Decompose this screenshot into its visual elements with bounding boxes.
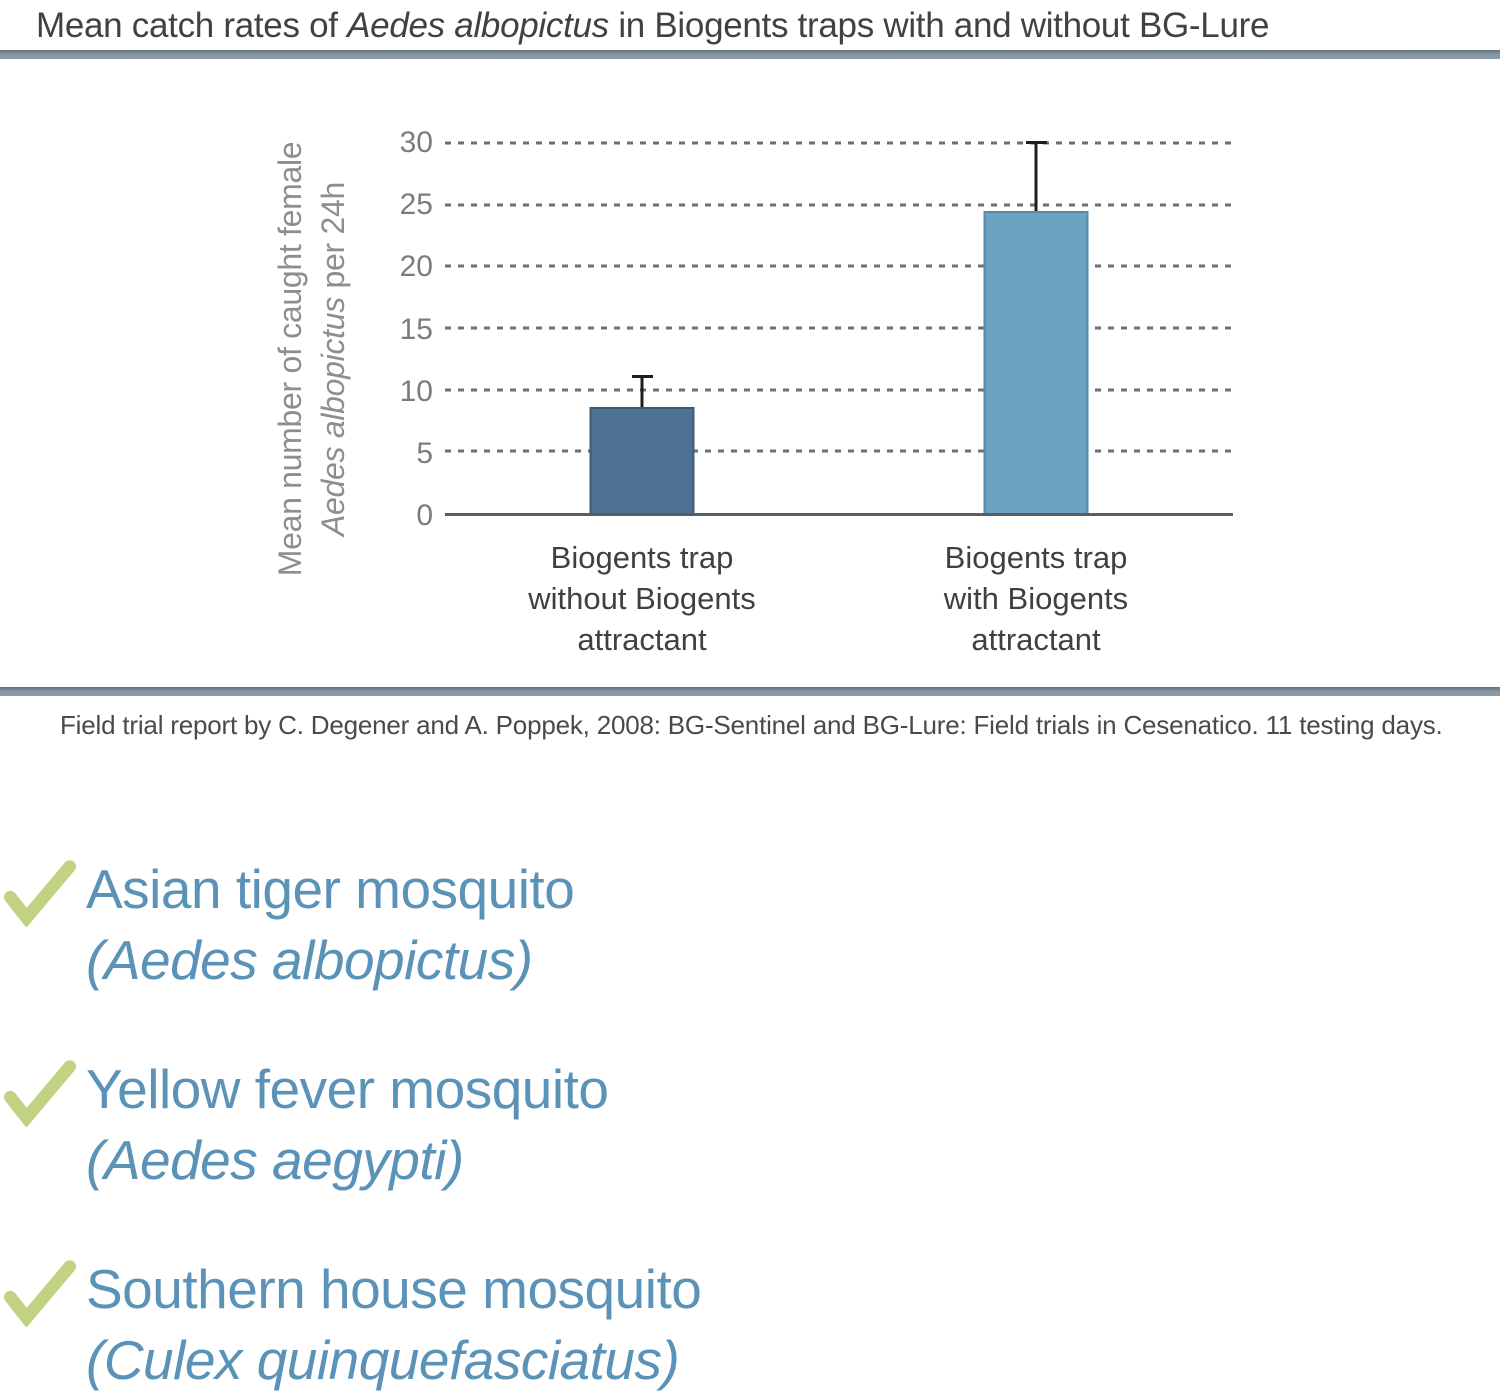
species-common-name: Yellow fever mosquito — [86, 1058, 609, 1120]
bar-chart: Mean number of caught female Aedes albop… — [0, 59, 1500, 682]
bar-with-attractant — [983, 210, 1089, 513]
source-text: Field trial report by C. Degener and A. … — [60, 710, 1443, 740]
species-common-name: Asian tiger mosquito — [86, 858, 575, 920]
species-latin-name: (Aedes aegypti) — [86, 1129, 464, 1191]
y-axis-title-line1: Mean number of caught female — [272, 141, 308, 577]
y-axis-ticks: 0 5 10 15 20 25 30 — [330, 128, 433, 531]
y-tick-label-0: 0 — [416, 499, 433, 532]
x-axis-labels: Biogents trap without Biogents attractan… — [445, 537, 1233, 660]
species-item: Asian tiger mosquito (Aedes albopictus) — [4, 854, 1500, 996]
y-tick-label-20: 20 — [399, 250, 433, 284]
chart-title: Mean catch rates of Aedes albopictus in … — [0, 0, 1500, 45]
y-tick-label-10: 10 — [399, 374, 433, 408]
y-tick-label-5: 5 — [416, 436, 433, 470]
check-icon — [4, 860, 76, 927]
species-common-name: Southern house mosquito — [86, 1258, 702, 1320]
chart-title-prefix: Mean catch rates of — [36, 6, 348, 45]
chart-title-species: Aedes albopictus — [347, 6, 609, 45]
check-icon — [4, 1260, 76, 1327]
error-bar — [640, 374, 644, 407]
bar-slots — [445, 140, 1233, 513]
species-latin-name: (Aedes albopictus) — [86, 929, 533, 991]
species-item: Southern house mosquito (Culex quinquefas… — [4, 1254, 1500, 1396]
species-list: Asian tiger mosquito (Aedes albopictus) Ye… — [4, 854, 1500, 1396]
header: Mean catch rates of Aedes albopictus in … — [0, 0, 1500, 59]
bar-slot — [839, 140, 1233, 513]
species-latin-name: (Culex quinquefasciatus) — [86, 1329, 680, 1391]
gridline-20 — [445, 264, 1233, 268]
category-label: Biogents trap without Biogents attractan… — [528, 540, 756, 657]
category-label: Biogents trap with Biogents attractant — [943, 540, 1129, 657]
plot-area — [445, 140, 1233, 516]
top-divider — [0, 50, 1500, 59]
y-tick-label-15: 15 — [399, 312, 433, 346]
bar-without-attractant — [589, 406, 695, 513]
species-item: Yellow fever mosquito (Aedes aegypti) — [4, 1054, 1500, 1196]
gridline-10 — [445, 388, 1233, 392]
check-icon — [4, 1060, 76, 1127]
gridline-25 — [445, 203, 1233, 207]
y-tick-label-25: 25 — [399, 188, 433, 222]
gridline-30 — [445, 141, 1233, 145]
chart-title-suffix: in Biogents traps with and without BG-Lu… — [608, 6, 1270, 45]
y-tick-label-30: 30 — [399, 126, 433, 159]
bar-slot — [445, 143, 839, 513]
error-bar — [1034, 140, 1038, 211]
gridline-15 — [445, 326, 1233, 330]
gridline-5 — [445, 449, 1233, 453]
source-divider — [0, 687, 1500, 696]
